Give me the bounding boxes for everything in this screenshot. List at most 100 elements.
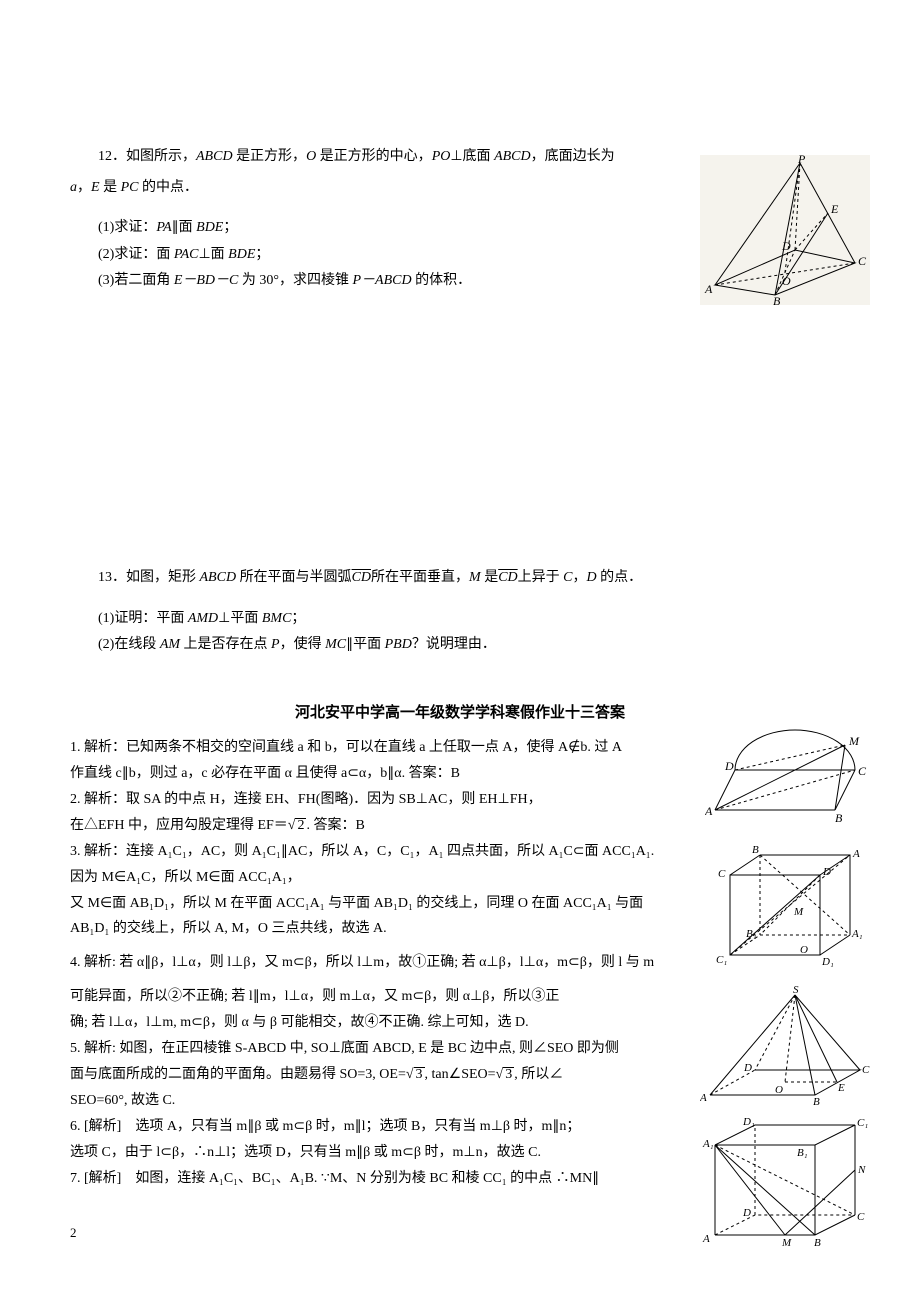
sqrt-icon: √: [288, 818, 296, 833]
text: 是: [481, 570, 499, 585]
text: PBD: [385, 637, 412, 652]
q13-block: 13．如图，矩形 ABCD 所在平面与半圆弧CD所在平面垂直，M 是CD上异于 …: [70, 565, 850, 659]
text: AM: [160, 637, 180, 652]
label-C: C: [858, 764, 867, 778]
label-P: P: [797, 155, 806, 166]
label-D: D: [743, 1062, 752, 1074]
answers-block: 1. 解析：已知两条不相交的空间直线 a 和 b，可以在直线 a 上任取一点 A…: [70, 735, 660, 942]
text: 的中点．: [138, 180, 198, 195]
fig-q12-pyramid: P A B C D E O: [700, 155, 870, 305]
text: ⊥底面: [450, 149, 494, 164]
label-S: S: [793, 985, 799, 996]
q13-part2: (2)在线段 AM 上是否存在点 P，使得 MC∥平面 PBD？说明理由．: [70, 632, 850, 659]
text: ⊥平面: [218, 611, 262, 626]
text: ABCD: [196, 149, 233, 164]
label-B: B: [773, 294, 781, 305]
q12-part3: (3)若二面角 E－BD－C 为 30°，求四棱锥 P－ABCD 的体积．: [70, 268, 660, 295]
ans6a: 6. [解析] 选项 A，只有当 m∥β 或 m⊂β 时，m∥l；选项 B，只有…: [70, 1114, 660, 1140]
text: M: [469, 570, 481, 585]
text: ⊥面: [198, 247, 228, 262]
sqrt-icon: √: [406, 1067, 414, 1082]
text: BMC: [262, 611, 292, 626]
label-O: O: [782, 274, 791, 288]
sqrt-icon: √: [496, 1067, 504, 1082]
label-E: E: [837, 1082, 845, 1094]
fig-q13-halfcircle: D C A B M: [705, 720, 875, 830]
q12-part2: (2)求证：面 PAC⊥面 BDE；: [70, 242, 660, 269]
label-O: O: [775, 1084, 783, 1096]
text: ；: [255, 247, 269, 262]
text: 是正方形，: [233, 149, 307, 164]
label-O: O: [800, 944, 808, 956]
label-B: B: [752, 845, 759, 856]
text: PAC: [174, 247, 199, 262]
text: ？说明理由．: [412, 637, 496, 652]
ans4b: 可能异面，所以②不正确; 若 l∥m，l⊥α，则 m⊥α，又 m⊂β，则 α⊥β…: [70, 984, 660, 1010]
text: ，: [572, 570, 586, 585]
q12-block: 12．如图所示，ABCD 是正方形，O 是正方形的中心，PO⊥底面 ABCD，底…: [70, 144, 660, 295]
label-D: D: [742, 1207, 751, 1219]
ans3a: 3. 解析：连接 A₁C₁，AC，则 A₁C₁∥AC，所以 A，C，C₁，A₁ …: [70, 839, 660, 865]
ans5c: SEO=60°, 故选 C.: [70, 1088, 660, 1114]
ans4c: 确; 若 l⊥α，l⊥m, m⊂β，则 α 与 β 可能相交，故④不正确. 综上…: [70, 1010, 660, 1036]
text: ，底面边长为: [531, 149, 615, 164]
text: 是: [100, 180, 121, 195]
text: 的点．: [597, 570, 643, 585]
label-A: A: [704, 282, 713, 296]
ans3b: 因为 M∈A₁C，所以 M∈面 ACC₁A₁，: [70, 865, 660, 891]
answers-block2: 可能异面，所以②不正确; 若 l∥m，l⊥α，则 m⊥α，又 m⊂β，则 α⊥β…: [70, 984, 660, 1191]
label-N: N: [857, 1164, 866, 1176]
text: (2)求证：面: [98, 247, 174, 262]
fig-pyramid-sabcd: S A B C D E O: [700, 985, 875, 1105]
ans1b: 作直线 c∥b，则过 a，c 必存在平面 α 且使得 a⊂α，b∥α. 答案：B: [70, 761, 660, 787]
label-C: C: [858, 254, 867, 268]
label-A: A: [700, 1092, 707, 1104]
text: a: [70, 180, 77, 195]
text: 所在平面垂直，: [371, 570, 469, 585]
text: ∥平面: [346, 637, 385, 652]
text: . 答案：B: [306, 818, 364, 833]
text: 面与底面所成的二面角的平面角。由题易得 SO=3, OE=: [70, 1067, 406, 1082]
label-A1: A₁: [851, 928, 863, 940]
label-C: C: [857, 1211, 865, 1223]
text: O: [306, 149, 316, 164]
label-A: A: [852, 848, 860, 860]
q12-stem: 12．如图所示，ABCD 是正方形，O 是正方形的中心，PO⊥底面 ABCD，底…: [70, 144, 660, 171]
text: PC: [121, 180, 139, 195]
ans1a: 1. 解析：已知两条不相交的空间直线 a 和 b，可以在直线 a 上任取一点 A…: [70, 735, 660, 761]
text: 13．如图，矩形: [98, 570, 200, 585]
ans6b: 选项 C，由于 l⊂β，∴n⊥l；选项 D，只有当 m∥β 或 m⊂β 时，m⊥…: [70, 1140, 660, 1166]
text: 3: [503, 1067, 514, 1082]
text: ABCD: [494, 149, 531, 164]
text: ，: [77, 180, 91, 195]
text: 上是否存在点: [180, 637, 271, 652]
text: 所在平面与半圆弧: [236, 570, 352, 585]
q12-stem2: a，E 是 PC 的中点．: [70, 175, 660, 202]
label-C1: C₁: [857, 1117, 868, 1129]
text: , tan∠SEO=: [425, 1067, 496, 1082]
text: ABCD: [200, 570, 237, 585]
fig-cube: B A C D B₁ A₁ C₁ D₁ M O: [710, 845, 870, 975]
text: AMD: [188, 611, 218, 626]
q13-part1: (1)证明：平面 AMD⊥平面 BMC；: [70, 606, 850, 633]
text: 3: [414, 1067, 425, 1082]
label-A1: A₁: [702, 1138, 714, 1150]
label-C: C: [718, 868, 726, 880]
text: (3)若二面角: [98, 273, 174, 288]
text: CD: [352, 570, 371, 585]
q13-stem: 13．如图，矩形 ABCD 所在平面与半圆弧CD所在平面垂直，M 是CD上异于 …: [70, 565, 850, 592]
text: MC: [325, 637, 346, 652]
label-C1: C₁: [716, 954, 727, 966]
page-number: 2: [70, 1221, 850, 1246]
text: 为 30°，求四棱锥: [238, 273, 352, 288]
text: 2: [295, 818, 306, 833]
text: P－ABCD: [353, 273, 412, 288]
text: E－BD－C: [174, 273, 239, 288]
label-C: C: [862, 1064, 870, 1076]
label-A: A: [705, 804, 713, 818]
page-root: 12．如图所示，ABCD 是正方形，O 是正方形的中心，PO⊥底面 ABCD，底…: [0, 0, 920, 1286]
text: PO: [432, 149, 451, 164]
text: CD: [498, 570, 517, 585]
q12-part1: (1)求证：PA∥面 BDE；: [70, 215, 660, 242]
label-B: B: [813, 1096, 820, 1105]
